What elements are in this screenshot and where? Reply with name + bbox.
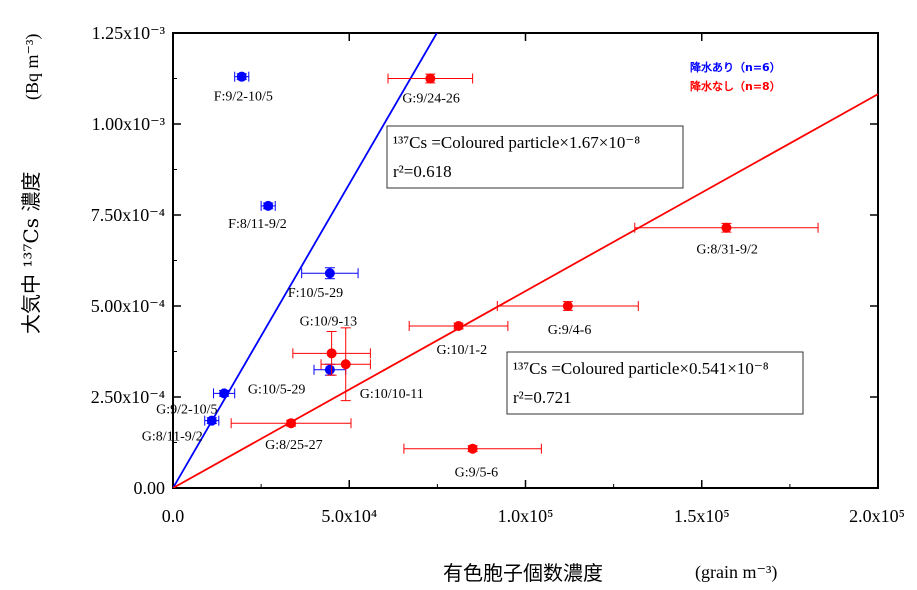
legend-entry-no-rain: 降水なし（n=8） xyxy=(690,79,781,93)
data-point-no-rain xyxy=(496,301,639,311)
data-point-rain xyxy=(301,267,359,280)
equation-text: ¹³⁷Cs =Coloured particle×1.67×10⁻⁸ xyxy=(393,133,640,152)
data-point-no-rain xyxy=(408,321,509,332)
point-label: G:9/2-10/5 xyxy=(156,402,217,417)
fit-line-rain xyxy=(173,33,438,488)
r-squared-text: r²=0.721 xyxy=(513,388,572,407)
x-tick-label: 1.0x10⁵ xyxy=(498,506,554,526)
point-marker xyxy=(340,359,351,370)
plot-area: 0.0 5.0x10⁴ 1.0x10⁵ 1.5x10⁵ 2.0x10⁵ 0.00 2.50x… xyxy=(91,23,905,526)
point-marker xyxy=(219,388,230,399)
point-label: G:10/9-13 xyxy=(300,314,358,329)
data-point-no-rain xyxy=(634,222,819,233)
point-marker xyxy=(206,415,217,426)
data-point-no-rain xyxy=(320,327,371,402)
x-axis-title: 有色胞子個数濃度 xyxy=(443,561,603,585)
point-label: G:10/10-11 xyxy=(360,387,424,402)
point-label: G:8/11-9/2 xyxy=(142,430,203,445)
point-marker xyxy=(721,222,732,233)
equation-frame xyxy=(386,125,684,189)
point-marker xyxy=(286,418,297,429)
point-label: G:9/4-6 xyxy=(548,323,592,338)
point-marker xyxy=(263,200,274,211)
data-point-rain xyxy=(234,71,250,82)
data-point-rain xyxy=(204,415,220,426)
point-label: G:8/25-27 xyxy=(265,438,323,453)
y-axis-unit: (Bq m⁻³) xyxy=(22,34,43,100)
point-marker xyxy=(324,364,335,375)
y-tick-label: 1.25x10⁻³ xyxy=(92,23,166,43)
equation-frame xyxy=(506,351,804,415)
fit-line-no-rain xyxy=(173,93,878,488)
x-axis-unit: (grain m⁻³) xyxy=(695,562,777,583)
point-marker xyxy=(467,443,478,454)
point-marker xyxy=(324,268,335,279)
data-point-rain xyxy=(313,363,347,376)
point-label: F:9/2-10/5 xyxy=(214,90,273,105)
point-label: G:10/5-29 xyxy=(248,383,306,398)
point-marker xyxy=(326,348,337,359)
data-point-no-rain xyxy=(403,443,542,454)
data-point-rain xyxy=(213,388,236,399)
point-marker xyxy=(236,71,247,82)
data-point-rain xyxy=(260,200,276,211)
y-tick-label: 7.50x10⁻⁴ xyxy=(91,205,165,225)
y-tick-label: 1.00x10⁻³ xyxy=(92,114,166,134)
data-point-no-rain xyxy=(292,330,371,376)
y-tick-label: 5.00x10⁻⁴ xyxy=(91,296,165,316)
point-label: F:8/11-9/2 xyxy=(228,217,287,232)
point-label: G:10/1-2 xyxy=(437,343,488,358)
point-label: F:10/5-29 xyxy=(288,286,343,301)
point-marker xyxy=(562,301,573,311)
point-marker xyxy=(453,321,464,332)
point-marker xyxy=(425,73,436,84)
x-tick-label: 0.0 xyxy=(162,506,185,526)
data-point-no-rain xyxy=(387,73,474,84)
r-squared-text: r²=0.618 xyxy=(393,162,452,181)
equation-text: ¹³⁷Cs =Coloured particle×0.541×10⁻⁸ xyxy=(513,359,769,378)
point-label: G:9/5-6 xyxy=(455,466,499,481)
point-label: G:9/24-26 xyxy=(402,92,460,107)
plot-frame xyxy=(172,32,879,489)
equation-box-no-rain: ¹³⁷Cs =Coloured particle×0.541×10⁻⁸ r²=0.… xyxy=(506,351,804,415)
data-point-no-rain xyxy=(230,418,352,429)
x-tick-label: 5.0x10⁴ xyxy=(321,506,377,526)
y-tick-label: 0.00 xyxy=(134,478,166,498)
x-tick-label: 2.0x10⁵ xyxy=(849,506,905,526)
x-tick-label: 1.5x10⁵ xyxy=(674,506,730,526)
equation-box-rain: ¹³⁷Cs =Coloured particle×1.67×10⁻⁸ r²=0.6… xyxy=(386,125,684,189)
legend-entry-rain: 降水あり（n=6） xyxy=(690,60,781,74)
y-axis-title: 大気中 ¹³⁷Cs 濃度 xyxy=(19,172,43,334)
point-label: G:8/31-9/2 xyxy=(696,243,757,258)
y-tick-label: 2.50x10⁻⁴ xyxy=(91,387,165,407)
